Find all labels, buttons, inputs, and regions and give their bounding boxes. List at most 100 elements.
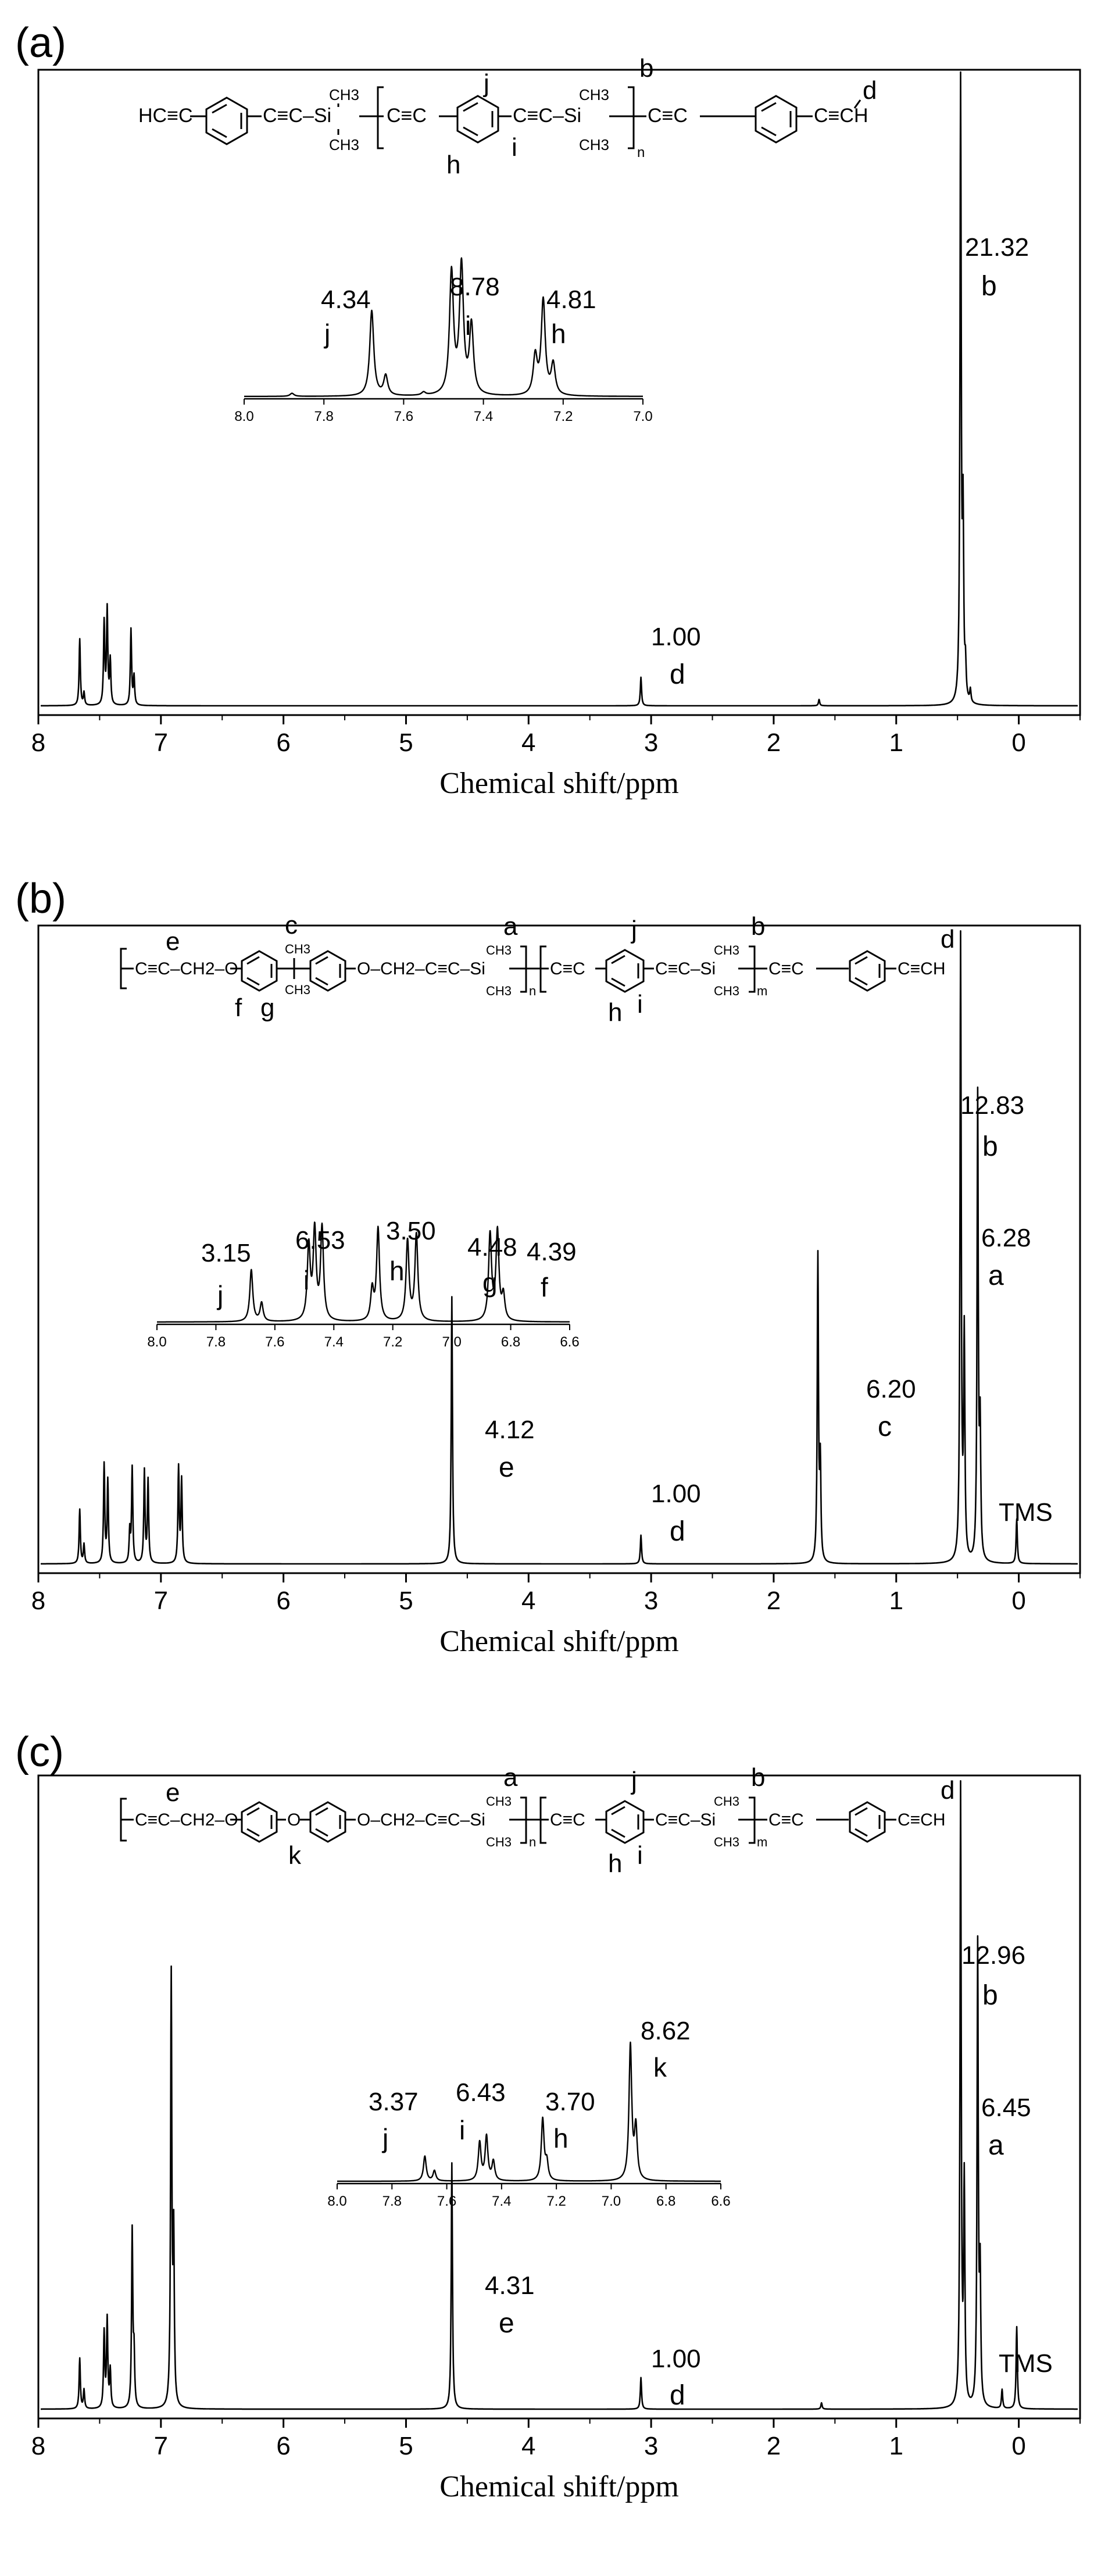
plot-frame: [37, 1774, 1081, 2420]
x-axis-label: Chemical shift/ppm: [439, 2470, 679, 2503]
inset-integral-value: 6.53: [295, 1226, 345, 1255]
struct-subscript: m: [757, 984, 767, 998]
integral-value: 12.83: [960, 1091, 1024, 1120]
struct-subscript: n: [637, 145, 645, 160]
x-tick-label: 4: [521, 728, 535, 757]
struct-letter: a: [503, 1763, 518, 1792]
struct-letter: j: [482, 69, 489, 98]
x-tick-label: 7: [154, 1587, 168, 1615]
structure-c-labels: e a k j b h i d n m: [166, 1763, 954, 1878]
x-tick-label: 0: [1011, 728, 1025, 757]
inset-x-tick-label: 6.8: [501, 1334, 520, 1350]
x-tick-label: 6: [276, 2432, 290, 2460]
integral-value: 21.32: [965, 233, 1029, 262]
svg-text:CH3: CH3: [486, 984, 512, 998]
struct-letter: h: [608, 1849, 622, 1878]
spectrum-line: [40, 1780, 1078, 2410]
x-tick-label: 2: [767, 2432, 781, 2460]
x-tick-label: 8: [31, 1587, 45, 1615]
inset-x-tick-label: 7.0: [442, 1334, 461, 1350]
spectrum-line: [40, 71, 1078, 707]
x-tick-label: 0: [1011, 2432, 1025, 2460]
svg-text:C≡C–Si: C≡C–Si: [513, 105, 581, 127]
x-tick-label: 5: [399, 2432, 413, 2460]
peak-assignment: d: [670, 1516, 685, 1547]
peak-assignment: c: [878, 1412, 892, 1442]
peak-assignment: a: [988, 1260, 1004, 1291]
x-tick-label: 5: [399, 728, 413, 757]
peak-assignment: b: [982, 1131, 998, 1162]
svg-text:C≡C–Si: C≡C–Si: [263, 105, 331, 127]
inset-integral-value: 4.39: [527, 1238, 577, 1266]
svg-text:O–CH2–C≡C–Si: O–CH2–C≡C–Si: [357, 1810, 485, 1830]
chart-panel-c: 8 7 6 5 4 3 2 1 0 Chemical shift/ppm 12.96 b 6.45 a 4.…: [31, 1774, 1081, 2503]
struct-letter: f: [235, 994, 242, 1022]
spectrum-line: [40, 930, 1078, 1565]
integral-value: 6.28: [981, 1224, 1031, 1252]
svg-text:CH3: CH3: [714, 984, 739, 998]
svg-text:C≡CH: C≡CH: [814, 105, 868, 127]
plot-frame: [37, 69, 1081, 716]
x-tick-label: 3: [644, 2432, 658, 2460]
structure-a: HC≡C C≡C–Si CH3 CH3 C≡C C≡C–Si CH3 CH3 C…: [138, 86, 868, 153]
integral-value: 6.20: [866, 1375, 916, 1403]
inset-peak-assignment: j: [216, 1280, 223, 1310]
svg-text:C≡C: C≡C: [768, 1810, 804, 1830]
x-tick-label: 3: [644, 1587, 658, 1615]
integral-value: 6.45: [981, 2093, 1031, 2122]
x-tick-label: 8: [31, 2432, 45, 2460]
inset-x-tick-label: 7.0: [602, 2193, 621, 2209]
inset-integral-value: 3.50: [386, 1217, 436, 1245]
struct-letter: b: [639, 54, 653, 83]
inset-spectrum-line: [337, 2041, 721, 2182]
svg-text:CH3: CH3: [579, 136, 609, 153]
inset-x-tick-label: 7.4: [474, 409, 493, 424]
inset-x-tick-label: 8.0: [234, 409, 253, 424]
inset-x-tick-label: 8.0: [327, 2193, 346, 2209]
struct-letter: d: [941, 1776, 954, 1805]
x-tick-label: 4: [521, 1587, 535, 1615]
x-tick-label: 5: [399, 1587, 413, 1615]
inset-peak-assignment: h: [551, 319, 566, 349]
x-tick-label: 4: [521, 2432, 535, 2460]
svg-text:CH3: CH3: [579, 86, 609, 103]
struct-letter: b: [751, 1763, 765, 1792]
struct-subscript: n: [529, 984, 536, 998]
inset-x-tick-label: 7.4: [324, 1334, 344, 1350]
inset-peak-assignment: j: [381, 2123, 388, 2153]
charts-layer: 8 7 6 5 4 3 2 1 0 Chemical shift/ppm 21.32 b 1.00 d 8.…: [31, 69, 1081, 2503]
svg-text:C≡C: C≡C: [387, 105, 427, 127]
inset-integral-value: 4.34: [321, 285, 371, 314]
structure-a-labels: j i h b d n: [446, 54, 877, 179]
peak-assignment: d: [670, 659, 685, 690]
integral-value: 1.00: [651, 623, 701, 651]
integral-value: 1.00: [651, 2345, 701, 2373]
inset-x-tick-label: 7.4: [492, 2193, 511, 2209]
integral-value: 4.12: [485, 1416, 535, 1444]
inset-x-tick-label: 7.2: [546, 2193, 566, 2209]
struct-letter: d: [941, 925, 954, 953]
svg-text:CH3: CH3: [486, 1835, 512, 1849]
struct-letter: k: [288, 1841, 302, 1870]
svg-text:CH3: CH3: [486, 943, 512, 957]
svg-text:C≡CH: C≡CH: [898, 1810, 946, 1830]
panel-label-c: (c): [15, 1729, 64, 1775]
svg-text:O: O: [287, 1810, 301, 1830]
inset-x-tick-label: 7.2: [553, 409, 573, 424]
svg-text:CH3: CH3: [329, 86, 359, 103]
inset-spectrum-line: [156, 1221, 570, 1323]
struct-letter: i: [512, 133, 517, 162]
x-axis-label: Chemical shift/ppm: [439, 1625, 679, 1658]
integral-value: TMS: [999, 2349, 1053, 2378]
x-tick-label: 6: [276, 728, 290, 757]
struct-subscript: n: [529, 1835, 536, 1849]
svg-text:CH3: CH3: [285, 982, 310, 997]
inset-x-tick-label: 6.6: [711, 2193, 730, 2209]
x-tick-label: 6: [276, 1587, 290, 1615]
inset-peak-assignment: f: [541, 1272, 548, 1302]
struct-letter: g: [260, 994, 274, 1022]
inset-peak-assignment: k: [653, 2052, 667, 2082]
inset-peak-assignment: i: [459, 2115, 465, 2145]
